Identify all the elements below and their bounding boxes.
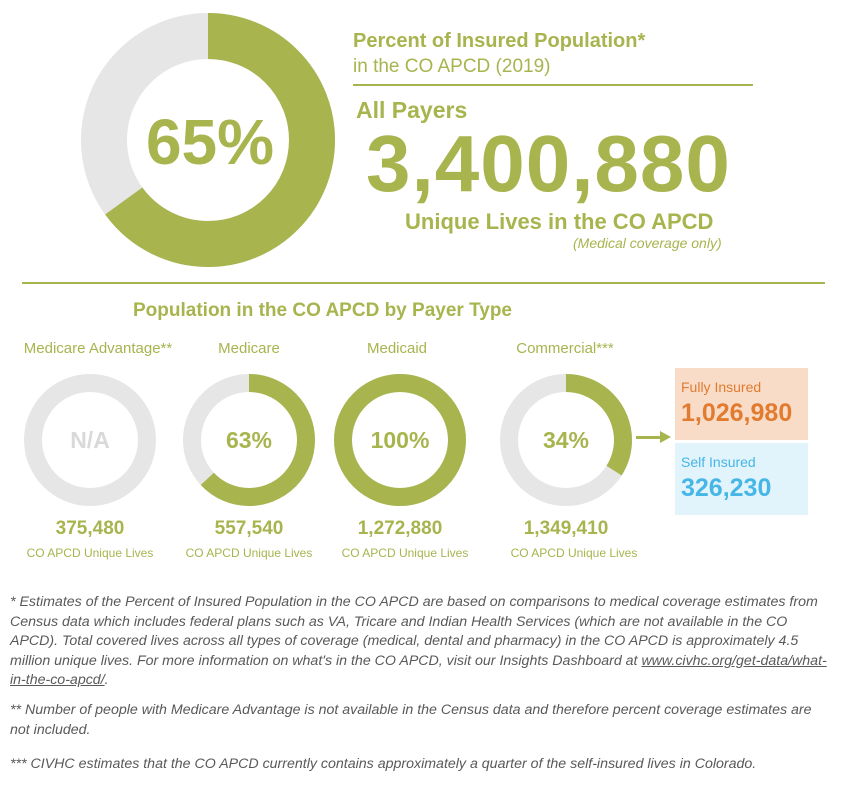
arrow-right-icon [636,436,662,439]
self-insured-value: 326,230 [681,474,772,502]
civhc-link[interactable]: www.civhc.org/get-data/what-in-the-co-ap… [10,652,827,689]
self-insured-box: Self Insured 326,230 [675,443,808,515]
footnote-1-end: . [104,672,109,688]
payer-label-commercial: Commercial*** [516,340,614,357]
all-payers-label: All Payers [356,97,468,123]
medicare-sublabel: CO APCD Unique Lives [185,546,313,560]
main-donut-chart [81,13,335,267]
commercial-count: 1,349,410 [523,518,609,539]
commercial-donut-arc [500,374,632,506]
commercial-donut [500,374,632,506]
medicare-donut [183,374,315,506]
medicaid-sublabel: CO APCD Unique Lives [341,546,469,560]
medicaid-donut [334,374,466,506]
chart-subtitle: in the CO APCD (2019) [353,56,551,77]
payer-label-medicaid: Medicaid [366,340,428,357]
self-insured-label: Self Insured [681,454,756,470]
main-donut-percent: 65% [145,106,275,178]
fully-insured-label: Fully Insured [681,379,762,395]
medicare-advantage-percent: N/A [70,427,110,453]
section-divider [22,282,825,284]
medicare-percent: 63% [225,427,273,453]
medicare-advantage-sublabel: CO APCD Unique Lives [26,546,154,560]
chart-title: Percent of Insured Population* [353,30,646,52]
footnote-3: *** CIVHC estimates that the CO APCD cur… [10,756,757,772]
medicare-advantage-donut [24,374,156,506]
medicare-advantage-count: 375,480 [55,518,125,539]
medicare-advantage-donut-track [24,374,156,506]
medicaid-count: 1,272,880 [357,518,443,539]
total-unique-lives: 3,400,880 [366,119,731,208]
medicare-donut-arc [183,374,315,506]
title-divider [353,84,753,86]
footnote-1: * Estimates of the Percent of Insured Po… [10,593,830,691]
arrow-head-icon [660,431,671,443]
fully-insured-box: Fully Insured 1,026,980 [675,368,808,440]
coverage-note: (Medical coverage only) [573,235,722,251]
payer-label-medicare-advantage: Medicare Advantage** [23,340,173,357]
fully-insured-value: 1,026,980 [681,399,793,427]
unique-lives-label: Unique Lives in the CO APCD [405,209,714,234]
footnote-2: ** Number of people with Medicare Advant… [10,702,812,738]
section-title: Population in the CO APCD by Payer Type [133,300,512,321]
medicaid-percent: 100% [370,427,430,453]
medicare-count: 557,540 [214,518,284,539]
main-donut-arc [81,13,335,267]
commercial-sublabel: CO APCD Unique Lives [510,546,638,560]
payer-label-medicare: Medicare [218,340,280,357]
medicaid-donut-arc [334,374,466,506]
commercial-percent: 34% [542,427,590,453]
footnote-1-text: * Estimates of the Percent of Insured Po… [10,594,818,669]
